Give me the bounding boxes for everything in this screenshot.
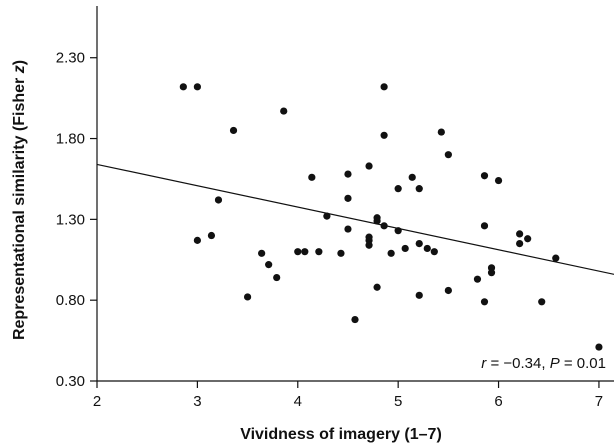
data-point <box>516 240 524 248</box>
data-point <box>365 241 373 249</box>
data-point <box>401 244 409 253</box>
data-point <box>258 249 266 257</box>
data-point <box>344 225 352 233</box>
data-point <box>415 291 423 299</box>
x-tick-label: 5 <box>394 393 402 410</box>
x-tick-label: 3 <box>193 393 201 410</box>
data-point <box>415 240 423 248</box>
data-point <box>415 185 423 193</box>
data-point <box>344 194 352 202</box>
data-point <box>243 293 252 301</box>
data-point <box>552 254 560 262</box>
data-point <box>373 217 381 225</box>
x-axis: 2 3 4 5 6 7 <box>93 380 614 410</box>
data-point <box>387 249 395 257</box>
x-tick-label: 2 <box>93 393 101 410</box>
y-axis: 0.30 0.80 1.30 1.80 2.30 <box>56 6 98 390</box>
data-point <box>444 151 452 159</box>
data-point <box>273 273 281 282</box>
data-point <box>394 227 402 235</box>
x-axis-title: Vividness of imagery (1–7) <box>240 426 442 443</box>
data-point <box>480 222 489 230</box>
data-point <box>480 298 489 306</box>
data-point <box>280 107 288 115</box>
data-point <box>430 248 438 256</box>
data-point <box>323 212 331 220</box>
y-tick-label: 1.80 <box>56 131 85 148</box>
data-point <box>294 248 302 256</box>
data-point <box>308 173 316 181</box>
data-point <box>265 261 273 269</box>
data-point <box>494 176 503 185</box>
data-point <box>480 172 489 180</box>
data-point <box>595 343 603 351</box>
x-tick-label: 4 <box>294 393 302 410</box>
x-tick-label: 6 <box>494 393 502 410</box>
data-point <box>380 131 388 139</box>
data-point <box>179 83 187 91</box>
data-point <box>538 298 546 306</box>
data-point <box>365 162 373 170</box>
data-point <box>380 222 388 230</box>
data-point <box>524 235 532 243</box>
data-point <box>473 275 482 283</box>
y-tick-label: 0.30 <box>56 373 85 390</box>
data-point <box>315 248 323 256</box>
data-point <box>373 283 381 291</box>
data-point <box>301 248 309 256</box>
y-tick-label: 0.80 <box>56 292 85 309</box>
regression-line <box>96 163 614 275</box>
x-tick-label: 7 <box>595 393 603 410</box>
data-point <box>337 249 345 257</box>
data-point <box>444 286 452 295</box>
data-point <box>193 83 201 91</box>
data-points <box>179 83 603 351</box>
data-point <box>487 269 496 277</box>
data-point <box>394 185 402 193</box>
data-point <box>214 196 223 204</box>
data-point <box>344 170 352 178</box>
data-point <box>437 128 445 136</box>
regression-line-group <box>96 163 614 275</box>
data-point <box>423 244 431 253</box>
data-point <box>516 230 524 238</box>
data-point <box>193 236 201 244</box>
y-tick-label: 2.30 <box>56 50 85 67</box>
data-point <box>408 173 416 181</box>
data-point <box>380 83 388 91</box>
data-point <box>207 231 216 240</box>
correlation-annotation: r = −0.34, P = 0.01 <box>481 355 606 372</box>
y-axis-title: Representational similarity (Fisher z) <box>11 60 28 340</box>
y-tick-label: 1.30 <box>56 211 85 228</box>
data-point <box>351 315 359 324</box>
data-point <box>229 126 238 135</box>
